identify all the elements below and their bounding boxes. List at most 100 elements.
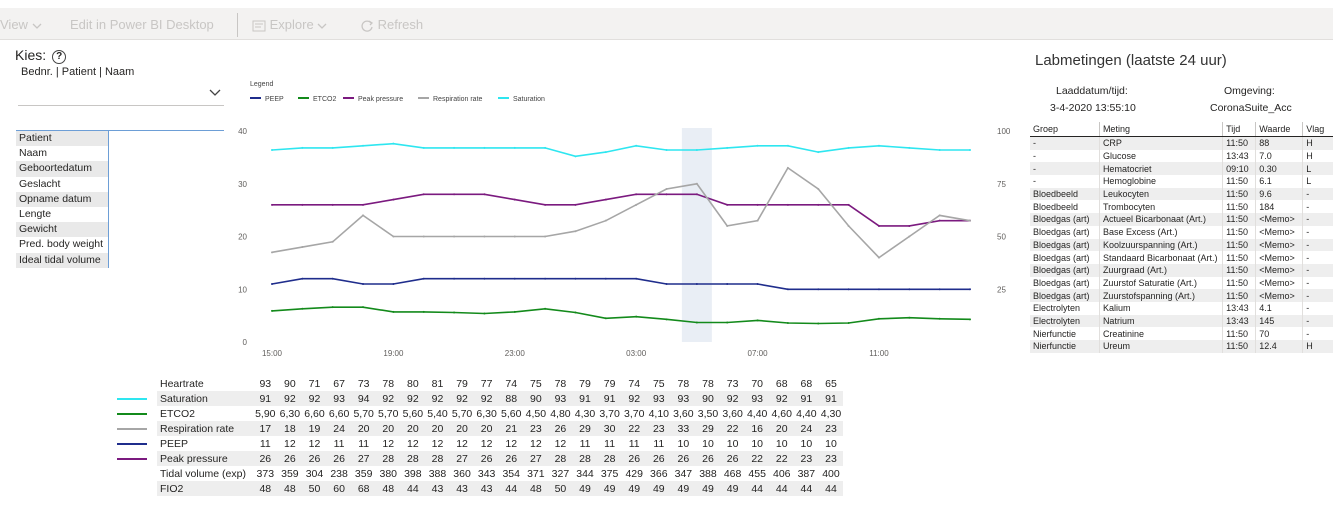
data-point[interactable]: [392, 198, 395, 201]
data-point[interactable]: [847, 224, 850, 227]
data-point[interactable]: [786, 144, 789, 147]
data-point[interactable]: [453, 146, 456, 149]
data-point[interactable]: [786, 322, 789, 325]
data-point[interactable]: [877, 224, 880, 227]
data-point[interactable]: [392, 310, 395, 313]
data-point[interactable]: [726, 203, 729, 206]
data-point[interactable]: [271, 148, 273, 151]
series-line[interactable]: [272, 193, 970, 227]
data-point[interactable]: [817, 203, 820, 206]
data-point[interactable]: [908, 224, 911, 227]
data-point[interactable]: [938, 219, 941, 222]
data-point[interactable]: [786, 288, 789, 291]
data-point[interactable]: [604, 219, 607, 222]
lab-column-header[interactable]: Meting: [1098, 122, 1223, 137]
data-point[interactable]: [483, 235, 486, 238]
data-point[interactable]: [362, 306, 365, 309]
data-point[interactable]: [817, 151, 820, 154]
data-point[interactable]: [301, 277, 304, 280]
data-point[interactable]: [483, 193, 486, 196]
data-point[interactable]: [908, 288, 911, 291]
data-point[interactable]: [604, 198, 607, 201]
data-point[interactable]: [726, 321, 729, 324]
legend-item[interactable]: ETCO2: [313, 96, 336, 103]
data-point[interactable]: [877, 317, 880, 320]
data-point[interactable]: [301, 203, 304, 206]
data-point[interactable]: [847, 146, 850, 149]
data-point[interactable]: [635, 315, 638, 318]
data-point[interactable]: [301, 307, 304, 310]
data-point[interactable]: [726, 224, 729, 227]
data-point[interactable]: [847, 322, 850, 325]
data-point[interactable]: [938, 317, 941, 320]
data-point[interactable]: [271, 309, 273, 312]
data-point[interactable]: [362, 282, 365, 285]
data-point[interactable]: [665, 318, 668, 321]
data-point[interactable]: [817, 288, 820, 291]
data-point[interactable]: [695, 148, 698, 151]
series-line[interactable]: [271, 306, 971, 325]
series-line[interactable]: [271, 277, 970, 291]
patient-slicer-dropdown[interactable]: [18, 84, 224, 106]
data-point[interactable]: [331, 203, 334, 206]
data-point[interactable]: [938, 148, 941, 151]
data-point[interactable]: [938, 214, 941, 217]
data-point[interactable]: [513, 235, 516, 238]
data-point[interactable]: [331, 306, 334, 309]
data-point[interactable]: [453, 277, 456, 280]
lab-column-header[interactable]: Vlag: [1302, 122, 1333, 137]
help-icon[interactable]: ?: [52, 50, 67, 64]
data-point[interactable]: [331, 277, 334, 280]
data-point[interactable]: [453, 311, 456, 314]
data-point[interactable]: [362, 203, 365, 206]
data-point[interactable]: [544, 146, 547, 149]
data-point[interactable]: [301, 146, 304, 149]
data-point[interactable]: [271, 282, 273, 285]
data-point[interactable]: [483, 146, 486, 149]
refresh-button[interactable]: Refresh: [360, 17, 423, 33]
data-point[interactable]: [453, 235, 456, 238]
legend-item[interactable]: Saturation: [513, 96, 545, 103]
data-point[interactable]: [969, 148, 971, 151]
data-point[interactable]: [422, 310, 425, 313]
data-point[interactable]: [574, 311, 577, 314]
data-point[interactable]: [331, 240, 334, 243]
data-point[interactable]: [544, 277, 547, 280]
data-point[interactable]: [665, 148, 668, 151]
data-point[interactable]: [453, 193, 456, 196]
series-line[interactable]: [271, 142, 970, 158]
data-point[interactable]: [271, 203, 273, 206]
data-point[interactable]: [544, 203, 547, 206]
data-point[interactable]: [513, 198, 516, 201]
data-point[interactable]: [604, 151, 607, 154]
data-point[interactable]: [969, 288, 971, 291]
data-point[interactable]: [392, 142, 395, 145]
data-point[interactable]: [665, 188, 668, 191]
data-point[interactable]: [513, 277, 516, 280]
data-point[interactable]: [604, 317, 607, 320]
data-point[interactable]: [422, 146, 425, 149]
data-point[interactable]: [574, 230, 577, 233]
data-point[interactable]: [513, 310, 516, 313]
data-point[interactable]: [513, 146, 516, 149]
data-point[interactable]: [635, 203, 638, 206]
data-point[interactable]: [483, 277, 486, 280]
data-point[interactable]: [908, 235, 911, 238]
data-point[interactable]: [756, 219, 759, 222]
data-point[interactable]: [331, 146, 334, 149]
data-point[interactable]: [574, 277, 577, 280]
data-point[interactable]: [756, 144, 759, 147]
data-point[interactable]: [422, 193, 425, 196]
data-point[interactable]: [665, 193, 668, 196]
data-point[interactable]: [847, 288, 850, 291]
data-point[interactable]: [695, 182, 698, 185]
data-point[interactable]: [938, 288, 941, 291]
data-point[interactable]: [877, 256, 880, 259]
data-point[interactable]: [544, 307, 547, 310]
data-point[interactable]: [635, 193, 638, 196]
series-line[interactable]: [271, 166, 971, 259]
legend-item[interactable]: Respiration rate: [433, 96, 483, 103]
data-point[interactable]: [301, 246, 304, 249]
data-point[interactable]: [908, 146, 911, 149]
data-point[interactable]: [877, 288, 880, 291]
